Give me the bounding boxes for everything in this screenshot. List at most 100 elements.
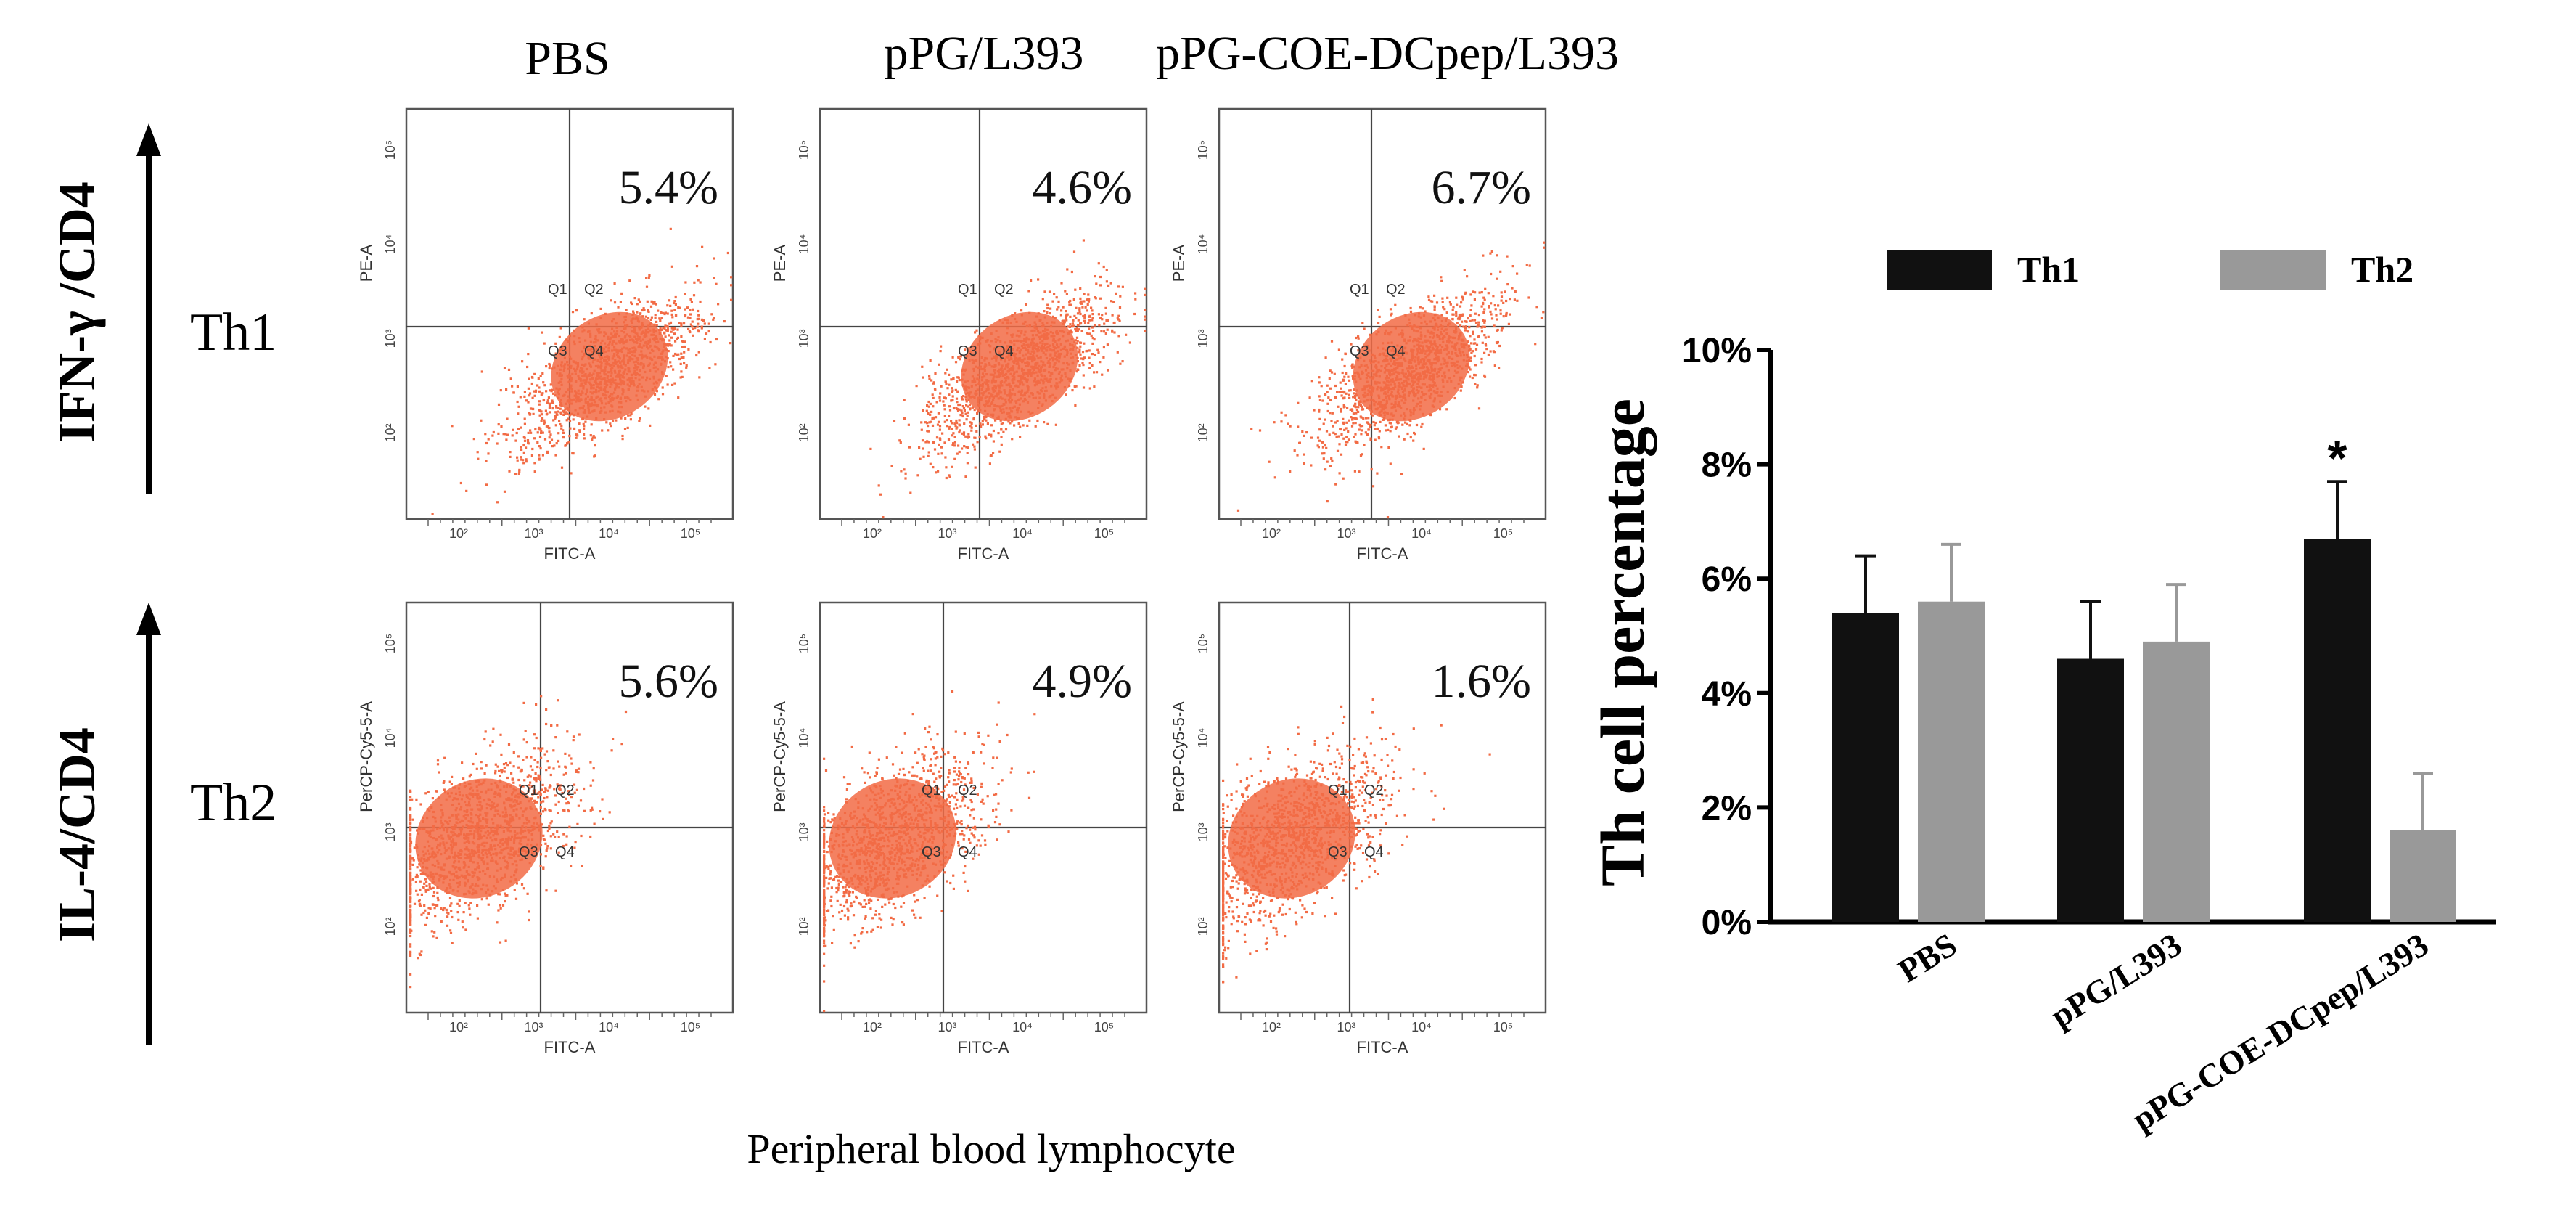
bar-th2-3 (2390, 830, 2456, 922)
x-tick-label: 10⁵ (1493, 526, 1513, 541)
x-tick-label: 10² (1262, 1020, 1281, 1034)
event-density-core (1228, 778, 1355, 899)
bottom-caption: Peripheral blood lymphocyte (747, 1125, 1235, 1172)
x-axis-label: FITC-A (1357, 1038, 1408, 1056)
y-tick-label: 10² (383, 917, 398, 936)
legend-swatch-th1 (1887, 250, 1992, 290)
quadrant-label-q1: Q1 (1350, 282, 1369, 298)
x-axis-label: FITC-A (958, 544, 1009, 563)
x-tick-label: 10⁴ (1012, 1020, 1033, 1034)
bar-marks: * (1832, 430, 2456, 922)
legend-swatch-th2 (2220, 250, 2326, 290)
column-header-ppg-coe: pPG-COE-DCpep/L393 (1156, 27, 1619, 80)
y-ticks: 0% 2% 4% 6% 8% 10% (1682, 332, 1771, 942)
quadrant-percentage: 5.4% (619, 161, 718, 214)
significance-marker: * (2327, 430, 2347, 486)
y-tick-label: 6% (1702, 560, 1752, 599)
x-tick-label: 10² (449, 1020, 468, 1034)
quadrant-label-q4: Q4 (1364, 844, 1384, 860)
event-density-core (551, 311, 668, 422)
x-tick-label: 10³ (938, 1020, 956, 1034)
y-tick-label: 10% (1682, 332, 1752, 370)
y-tick-label: 10² (1196, 423, 1210, 442)
x-tick-label: 10⁴ (1411, 1020, 1432, 1034)
y-tick-label: 10³ (383, 329, 398, 348)
flow-plot-th2-ppg: Q1 Q2 Q3 Q4 4.9% FITC-A PerCP-Cy5-5-A 10² 10³ 10⁴… (771, 601, 1148, 1056)
x-tick-label: 10³ (938, 526, 956, 541)
quadrant-label-q1: Q1 (548, 282, 567, 298)
y-tick-label: 10³ (1196, 329, 1210, 348)
y-axis-label: PE-A (357, 245, 375, 282)
y-tick-label: 10³ (383, 822, 398, 841)
row-axis-label-th1: IFN-γ /CD4 (48, 181, 106, 443)
flow-plot-th2-ppg-coe: Q1 Q2 Q3 Q4 1.6% FITC-A PerCP-Cy5-5-A 10² 10³ 10⁴… (1170, 601, 1547, 1056)
y-tick-label: 10⁴ (1196, 234, 1210, 255)
y-tick-label: 10⁴ (797, 728, 811, 748)
bar-th1-1 (1832, 613, 1899, 922)
quadrant-percentage: 6.7% (1432, 161, 1531, 214)
flow-plot-th2-pbs: Q1 Q2 Q3 Q4 5.6% FITC-A PerCP-Cy5-5-A 10² 10³ 10⁴… (357, 601, 734, 1056)
row-axis-th2: IL-4/CD4 (48, 603, 161, 1045)
y-tick-label: 0% (1702, 904, 1752, 942)
x-axis-label: FITC-A (958, 1038, 1009, 1056)
bar-th2-2 (2143, 641, 2210, 922)
y-tick-label: 10² (1196, 917, 1210, 936)
quadrant-label-q2: Q2 (1386, 282, 1406, 298)
quadrant-label-q3: Q3 (1350, 343, 1369, 359)
row-label-th2: Th2 (190, 773, 276, 833)
bar-th2-1 (1918, 601, 1985, 922)
x-tick-label: 10³ (524, 526, 543, 541)
row-axis-th1: IFN-γ /CD4 (48, 123, 161, 494)
x-tick-label: 10⁵ (1094, 526, 1114, 541)
flow-plot-th1-ppg-coe: Q1 Q2 Q3 Q4 6.7% FITC-A PE-A 10² 10³ 10⁴ 10⁵ 10⁵ 10⁴… (1170, 107, 1547, 563)
y-tick-label: 10³ (797, 822, 811, 841)
y-tick-label: 10⁵ (383, 634, 398, 653)
y-tick-label: 4% (1702, 675, 1752, 714)
quadrant-label-q4: Q4 (584, 343, 604, 359)
quadrant-label-q2: Q2 (555, 783, 575, 799)
y-axis-label: PerCP-Cy5-5-A (357, 701, 375, 812)
event-density-core (1353, 311, 1470, 422)
x-tick-label: 10⁴ (1411, 526, 1432, 541)
x-tick-label: 10⁵ (681, 526, 700, 541)
bar-th1-2 (2057, 658, 2124, 922)
flow-plot-th1-pbs: Q1 Q2 Q3 Q4 5.4% FITC-A PE-A 10² 10³ 10⁴ 10⁵ 10⁵ 10⁴… (357, 107, 734, 563)
y-tick-label: 10⁵ (1196, 140, 1210, 160)
y-tick-label: 10⁵ (797, 634, 811, 653)
x-tick-label: 10² (863, 526, 882, 541)
y-tick-label: 10⁴ (383, 234, 398, 255)
y-tick-label: 10⁴ (1196, 728, 1210, 748)
y-tick-label: 10⁵ (383, 140, 398, 160)
quadrant-percentage: 4.9% (1033, 655, 1132, 708)
y-axis-label: PerCP-Cy5-5-A (771, 701, 789, 812)
quadrant-label-q2: Q2 (584, 282, 604, 298)
quadrant-label-q4: Q4 (555, 844, 575, 860)
x-axis-label: FITC-A (544, 1038, 596, 1056)
x-tick-label: 10⁵ (1493, 1020, 1513, 1034)
quadrant-percentage: 1.6% (1432, 655, 1531, 708)
y-tick-label: 2% (1702, 789, 1752, 828)
flow-plot-th1-ppg: Q1 Q2 Q3 Q4 4.6% FITC-A PE-A 10² 10³ 10⁴ 10⁵ 10⁵ 10⁴… (771, 107, 1148, 563)
quadrant-label-q3: Q3 (1328, 844, 1348, 860)
quadrant-label-q3: Q3 (548, 343, 567, 359)
row-label-th1: Th1 (190, 303, 276, 362)
y-tick-label: 10² (797, 917, 811, 936)
x-tick-label: 10² (1262, 526, 1281, 541)
quadrant-label-q1: Q1 (922, 783, 941, 799)
x-tick-label: 10³ (524, 1020, 543, 1034)
quadrant-percentage: 4.6% (1033, 161, 1132, 214)
quadrant-label-q4: Q4 (958, 844, 977, 860)
quadrant-label-q1: Q1 (958, 282, 977, 298)
column-header-pbs: PBS (525, 32, 610, 85)
y-tick-label: 10³ (797, 329, 811, 348)
quadrant-label-q3: Q3 (958, 343, 977, 359)
event-density-core (961, 311, 1078, 422)
quadrant-label-q1: Q1 (519, 783, 538, 799)
x-tick-label: 10² (449, 526, 468, 541)
x-tick-label: 10⁵ (681, 1020, 700, 1034)
quadrant-label-q2: Q2 (994, 282, 1014, 298)
x-tick-label: 10² (863, 1020, 882, 1034)
x-tick-label: 10³ (1337, 526, 1355, 541)
column-header-ppg: pPG/L393 (884, 27, 1083, 80)
bar-th1-3 (2304, 539, 2371, 922)
